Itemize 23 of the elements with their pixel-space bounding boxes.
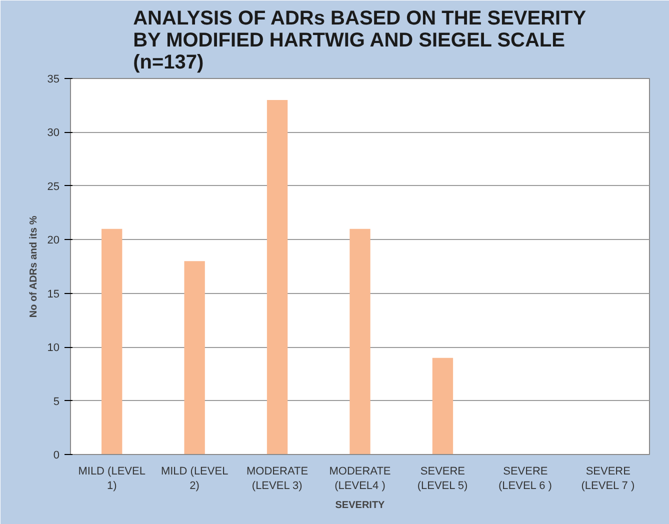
bar	[102, 228, 122, 454]
chart-title: ANALYSIS OF ADRs BASED ON THE SEVERITY BY MODIFIED HARTWIG AND SIEGEL SCALE (n=137)	[133, 8, 587, 74]
y-tick-label: 35	[47, 74, 60, 86]
y-axis-title: No of ADRs and its %	[28, 216, 40, 318]
y-tick-label: 30	[47, 127, 60, 140]
x-tick-label: MILD (LEVEL 1)	[78, 466, 146, 492]
y-tick-label: 15	[47, 288, 60, 300]
x-tick-label: SEVERE (LEVEL 7 )	[581, 466, 635, 492]
x-tick-label: SEVERE (LEVEL 6 )	[498, 466, 552, 492]
bar	[266, 100, 288, 454]
x-tick-label: MILD (LEVEL 2)	[160, 466, 228, 492]
y-tick-label: 0	[53, 450, 60, 462]
y-tick-label: 20	[47, 234, 60, 247]
bar	[184, 261, 205, 454]
bar	[350, 228, 370, 454]
x-tick-label: MODERATE (LEVEL 3)	[246, 466, 308, 492]
x-tick-label: SEVERE (LEVEL 5)	[417, 466, 468, 492]
y-tick-label: 10	[47, 342, 60, 354]
y-tick-label: 5	[53, 396, 60, 408]
y-tick-label: 25	[47, 180, 60, 193]
x-axis-title: SEVERITY	[335, 500, 386, 511]
bar	[432, 358, 454, 454]
x-tick-label: MODERATE (LEVEL4 )	[329, 466, 391, 492]
